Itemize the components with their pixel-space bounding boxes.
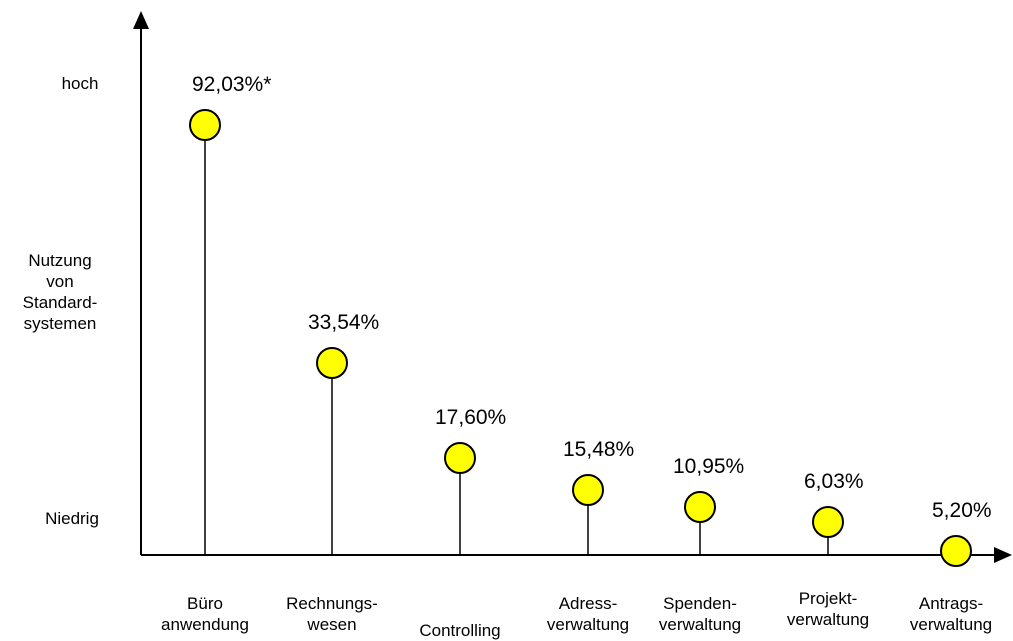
x-axis-arrow <box>994 547 1012 563</box>
category-label-line: Projekt- <box>798 589 858 608</box>
category-label-line: Adress- <box>558 594 618 613</box>
data-point <box>572 474 604 506</box>
category-label-line: anwendung <box>161 615 249 634</box>
y-label-middle-line: systemen <box>23 314 97 333</box>
category-label-line: verwaltung <box>658 615 742 634</box>
data-point <box>812 506 844 538</box>
category-label-line: verwaltung <box>546 615 630 634</box>
data-point <box>316 347 348 379</box>
data-point <box>684 491 716 523</box>
data-point <box>189 109 221 141</box>
value-label: 5,20% <box>932 499 992 522</box>
category-label: Controlling <box>400 620 520 641</box>
y-label-middle-line: von <box>46 272 74 291</box>
y-label-middle: Nutzung von Standard- systemen <box>10 250 110 334</box>
category-label: Büro anwendung <box>145 593 265 635</box>
data-point <box>444 442 476 474</box>
value-label: 33,54% <box>308 311 380 334</box>
category-label-line: Spenden- <box>663 594 737 613</box>
y-label-low: Niedrig <box>45 509 99 528</box>
category-label-line: Rechnungs- <box>286 594 378 613</box>
category-label: Projekt-verwaltung <box>768 588 888 630</box>
category-label-line: Antrags- <box>918 594 984 613</box>
category-label: Rechnungs-wesen <box>272 593 392 635</box>
value-label: 17,60% <box>435 406 507 429</box>
category-label-line: verwaltung <box>909 615 993 634</box>
value-label: 10,95% <box>673 455 745 478</box>
category-label: Spenden-verwaltung <box>640 593 760 635</box>
category-label-line: Büro <box>187 594 223 613</box>
category-label: Adress-verwaltung <box>528 593 648 635</box>
value-label: 92,03%* <box>192 73 272 96</box>
y-label-middle-line: Standard- <box>22 293 98 312</box>
y-axis-arrow <box>133 11 149 29</box>
category-label-line: wesen <box>307 615 357 634</box>
data-point <box>940 535 972 567</box>
category-label-line: Controlling <box>419 621 501 640</box>
category-label: Antrags-verwaltung <box>891 593 1011 635</box>
category-label-line: verwaltung <box>786 610 870 629</box>
y-label-high: hoch <box>61 74 99 93</box>
value-label: 6,03% <box>804 470 864 493</box>
y-label-middle-line: Nutzung <box>28 251 92 270</box>
value-label: 15,48% <box>563 438 635 461</box>
